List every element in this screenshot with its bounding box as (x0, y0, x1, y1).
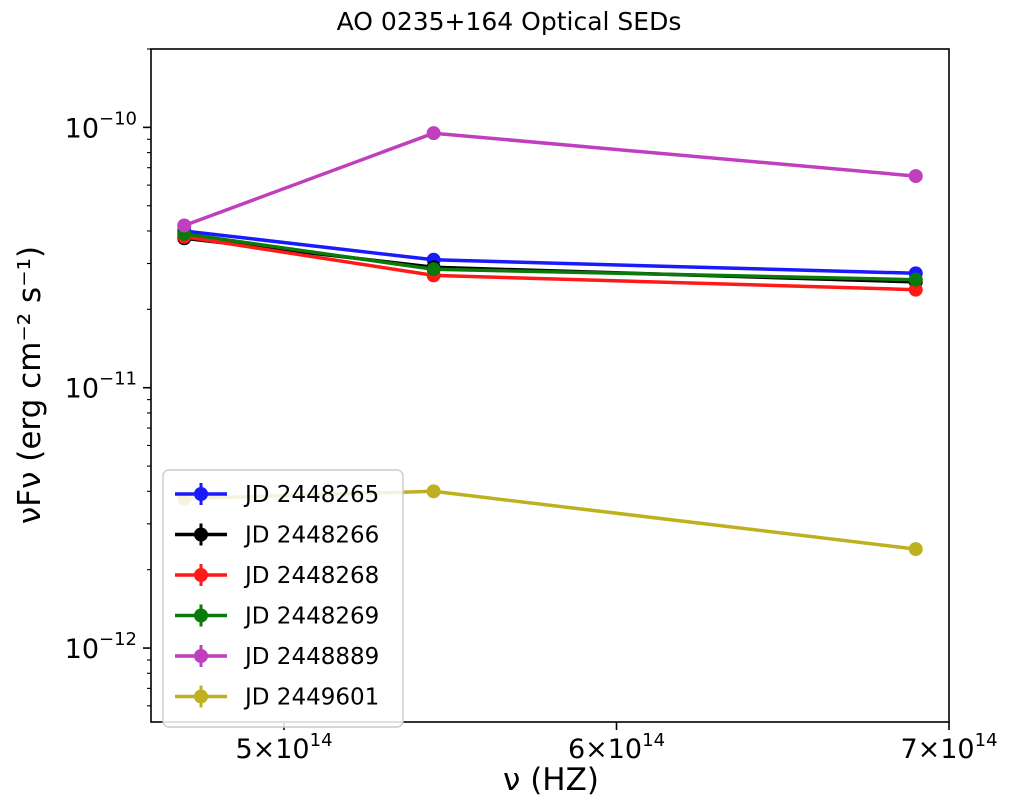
legend-label: JD 2449601 (243, 685, 379, 711)
legend: JD 2448265 JD 2448266 JD 2448268 JD 2448269… (162, 469, 404, 728)
x-tick-label: 7×1014 (900, 730, 997, 765)
data-point (908, 169, 923, 184)
legend-entry: JD 2448889 (175, 644, 379, 670)
series-line (184, 232, 916, 282)
legend-marker (194, 649, 208, 663)
legend-entry: JD 2448266 (175, 523, 379, 549)
legend-marker (194, 608, 208, 623)
y-tick-label: 10−12 (65, 629, 137, 665)
axis-ticks: 5×1014 6×1014 7×1014 10−10 10−11 10−12 (65, 48, 998, 765)
y-tick-label: 10−11 (65, 369, 137, 405)
plot-frame (150, 48, 950, 723)
series-5 (177, 126, 923, 233)
data-point (426, 262, 441, 277)
chart-title: AO 0235+164 Optical SEDs (337, 7, 682, 36)
x-axis-label: ν (HZ) (503, 762, 599, 798)
legend-marker (194, 689, 208, 704)
legend-entry: JD 2449601 (175, 685, 379, 711)
data-point (426, 126, 441, 141)
y-axis-label: νFν (erg cm⁻² s⁻¹) (12, 246, 48, 524)
data-point (908, 272, 923, 287)
legend-label: JD 2448268 (243, 563, 379, 589)
legend-entry: JD 2448268 (175, 563, 379, 589)
legend-label: JD 2448269 (243, 604, 379, 630)
legend-marker (194, 527, 208, 542)
series-line (183, 131, 916, 228)
legend-marker (194, 487, 208, 501)
legend-entry: JD 2448265 (175, 482, 379, 508)
y-tick-label: 10−10 (65, 108, 137, 144)
x-tick-label: 5×1014 (235, 730, 332, 765)
legend-entry: JD 2448269 (175, 604, 379, 630)
data-point (908, 542, 923, 557)
data-point (177, 218, 192, 233)
series-4 (177, 226, 923, 287)
legend-marker (194, 568, 208, 582)
data-point (908, 282, 923, 297)
legend-label: JD 2448266 (243, 523, 379, 549)
legend-label: JD 2448889 (243, 644, 379, 670)
legend-label: JD 2448265 (243, 482, 379, 508)
x-tick-label: 6×1014 (568, 730, 665, 765)
data-point (426, 484, 441, 499)
